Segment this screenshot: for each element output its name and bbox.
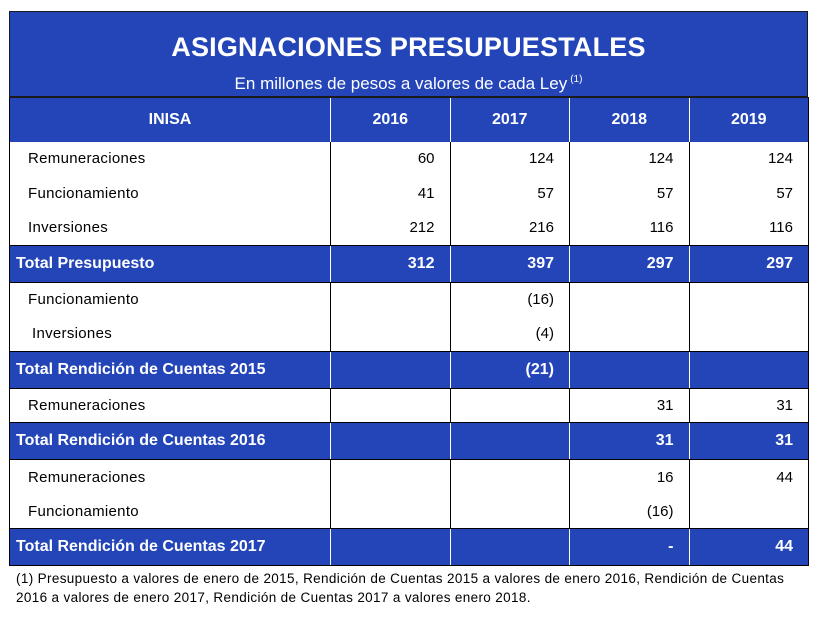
cell-2017: 124 — [449, 141, 570, 176]
cell-2019: 31 — [688, 388, 809, 423]
total-cell-2017 — [449, 528, 570, 566]
cell-2016 — [330, 388, 450, 423]
cell-2016 — [330, 494, 450, 529]
total-cell-2016 — [330, 422, 450, 460]
total-cell-2016 — [330, 528, 450, 566]
total-row: Total Rendición de Cuentas 2015 (21) — [9, 350, 809, 389]
total-cell-2019: 44 — [688, 528, 809, 566]
row-label: Remuneraciones — [9, 141, 331, 176]
table-row: Funcionamiento (16) — [9, 282, 809, 317]
cell-2017 — [449, 459, 570, 494]
total-cell-2016: 312 — [330, 244, 450, 283]
table-row: Funcionamiento (16) — [9, 494, 809, 529]
cell-2016: 212 — [330, 210, 450, 245]
total-row: Total Rendición de Cuentas 2016 31 31 — [9, 422, 809, 460]
table-row: Remuneraciones 60 124 124 124 — [9, 141, 809, 176]
cell-2019: 124 — [688, 141, 809, 176]
cell-2019 — [688, 494, 809, 529]
cell-2017: (16) — [449, 282, 570, 317]
cell-2018 — [569, 316, 689, 351]
total-cell-2019: 297 — [688, 244, 809, 283]
total-cell-2016 — [330, 350, 450, 389]
footnote: (1) Presupuesto a valores de enero de 20… — [16, 571, 785, 605]
cell-2019: 57 — [688, 176, 809, 211]
cell-2016 — [330, 459, 450, 494]
total-label: Total Rendición de Cuentas 2017 — [9, 528, 331, 566]
total-cell-2017 — [449, 422, 570, 460]
total-cell-2017: (21) — [449, 350, 570, 389]
cell-2018 — [569, 282, 689, 317]
total-label: Total Presupuesto — [9, 244, 331, 283]
row-label: Inversiones — [9, 210, 331, 245]
cell-2019: 44 — [688, 459, 809, 494]
cell-2018: 116 — [569, 210, 689, 245]
total-label: Total Rendición de Cuentas 2016 — [9, 422, 331, 460]
cell-2018: 57 — [569, 176, 689, 211]
cell-2016 — [330, 282, 450, 317]
table-header-row: INISA 2016 2017 2018 2019 — [9, 97, 809, 142]
row-label: Inversiones — [9, 316, 331, 351]
column-header-2016: 2016 — [330, 97, 450, 142]
total-cell-2018: 31 — [569, 422, 689, 460]
cell-2019: 116 — [688, 210, 809, 245]
row-label: Funcionamiento — [9, 176, 331, 211]
row-label: Funcionamiento — [9, 282, 331, 317]
cell-2016: 60 — [330, 141, 450, 176]
cell-2017: (4) — [449, 316, 570, 351]
column-header-2018: 2018 — [569, 97, 689, 142]
total-cell-2018: - — [569, 528, 689, 566]
cell-2017: 216 — [449, 210, 570, 245]
total-row: Total Rendición de Cuentas 2017 - 44 — [9, 528, 809, 566]
subtitle-footnote-marker: (1) — [570, 74, 583, 85]
total-cell-2019: 31 — [688, 422, 809, 460]
total-row: Total Presupuesto 312 397 297 297 — [9, 244, 809, 283]
cell-2016: 41 — [330, 176, 450, 211]
budget-table: INISA 2016 2017 2018 2019 Remuneraciones… — [9, 97, 809, 566]
column-header-2017: 2017 — [449, 97, 570, 142]
column-header-2019: 2019 — [688, 97, 809, 142]
table-row: Remuneraciones 16 44 — [9, 459, 809, 494]
cell-2018: 16 — [569, 459, 689, 494]
total-cell-2018 — [569, 350, 689, 389]
row-label: Funcionamiento — [9, 494, 331, 529]
cell-2018: 124 — [569, 141, 689, 176]
row-label: Remuneraciones — [9, 388, 331, 423]
cell-2017: 57 — [449, 176, 570, 211]
page-title: ASIGNACIONES PRESUPUESTALES — [171, 32, 646, 62]
table-row: Inversiones 212 216 116 116 — [9, 210, 809, 245]
table-row: Remuneraciones 31 31 — [9, 388, 809, 423]
cell-2018: (16) — [569, 494, 689, 529]
table-row: Funcionamiento 41 57 57 57 — [9, 176, 809, 211]
total-cell-2019 — [688, 350, 809, 389]
row-label: Remuneraciones — [9, 459, 331, 494]
cell-2018: 31 — [569, 388, 689, 423]
table-row: Inversiones (4) — [9, 316, 809, 351]
page-subtitle: En millones de pesos a valores de cada L… — [10, 74, 807, 94]
total-cell-2017: 397 — [449, 244, 570, 283]
subtitle-text: En millones de pesos a valores de cada L… — [234, 74, 568, 93]
cell-2017 — [449, 388, 570, 423]
cell-2019 — [688, 316, 809, 351]
total-cell-2018: 297 — [569, 244, 689, 283]
table-banner: ASIGNACIONES PRESUPUESTALES En millones … — [9, 11, 808, 97]
cell-2019 — [688, 282, 809, 317]
column-header-entity: INISA — [9, 97, 331, 142]
cell-2017 — [449, 494, 570, 529]
total-label: Total Rendición de Cuentas 2015 — [9, 350, 331, 389]
cell-2016 — [330, 316, 450, 351]
